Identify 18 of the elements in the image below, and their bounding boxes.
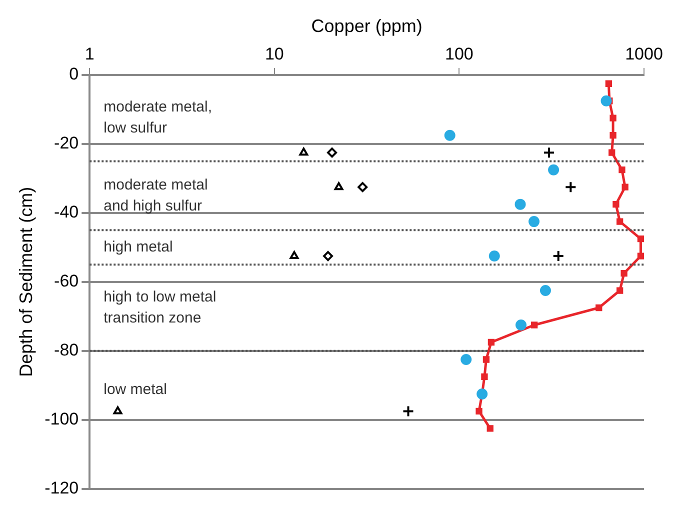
y-tick-label: -80 [54, 340, 79, 360]
annotation: moderate metal and high sulfur [104, 176, 208, 214]
y-tick-label: -60 [54, 272, 79, 291]
y-tick-label: -20 [54, 134, 79, 153]
x-tick-label: 100 [445, 44, 474, 64]
annotation: high to low metal transition zone [104, 288, 216, 326]
x-axis-title: Copper (ppm) [311, 16, 422, 36]
y-tick-label: -120 [44, 478, 79, 498]
annotation: high metal [104, 238, 173, 256]
y-tick-label: -100 [44, 410, 79, 429]
x-tick-label: 10 [264, 44, 284, 64]
y-tick-label: -40 [54, 202, 79, 222]
y-axis-title: Depth of Sediment (cm) [16, 186, 36, 377]
annotation: low metal [104, 380, 167, 398]
annotation: moderate metal, low sulfur [104, 98, 212, 137]
x-tick-label: 1 [84, 44, 94, 64]
x-tick-label: 1000 [625, 44, 663, 64]
y-tick-label: 0 [69, 64, 79, 84]
